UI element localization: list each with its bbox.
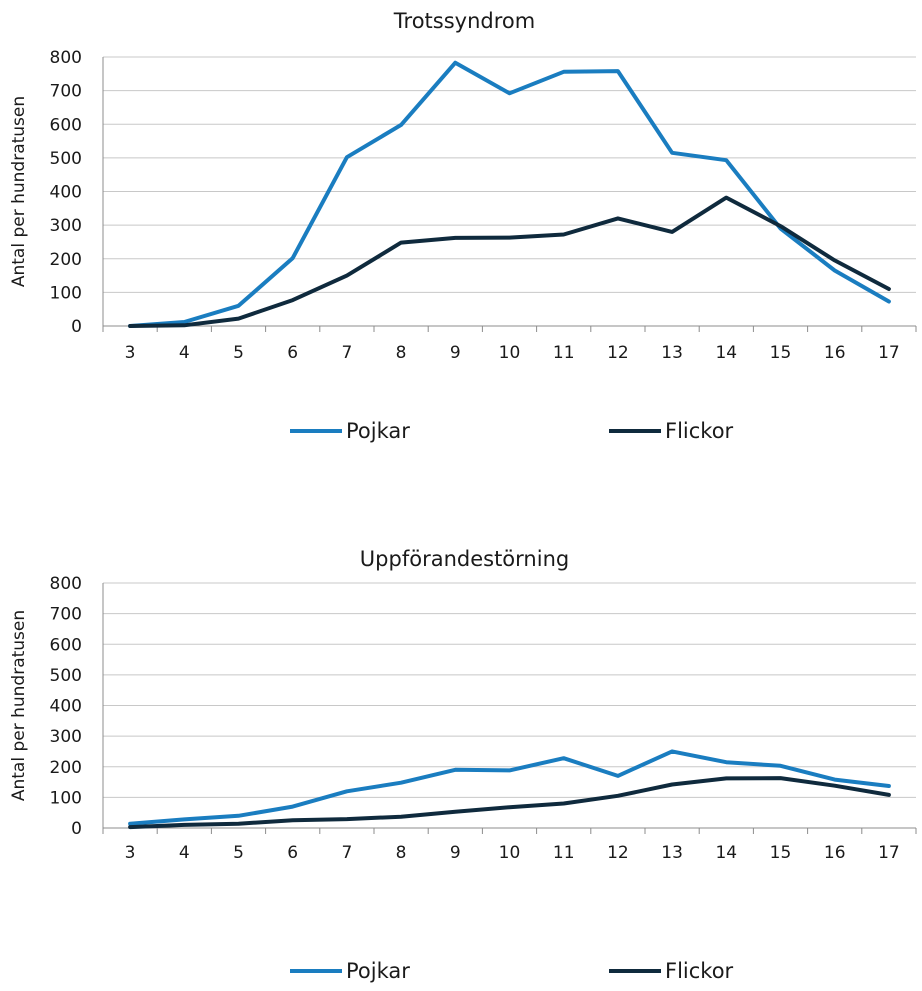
y-tick-label: 600 xyxy=(50,115,82,135)
x-tick-label: 8 xyxy=(396,343,407,363)
x-tick-label: 12 xyxy=(607,343,629,363)
y-tick-label: 300 xyxy=(50,216,82,236)
x-tick-label: 17 xyxy=(878,343,900,363)
y-tick-label: 800 xyxy=(50,48,82,68)
x-tick-label: 13 xyxy=(661,343,683,363)
chart-trotssyndrom: Trotssyndrom Antal per hundratusen 0 100 200… xyxy=(0,0,922,480)
x-tick-label: 17 xyxy=(878,843,900,863)
y-axis-label: Antal per hundratusen xyxy=(9,610,29,801)
x-tick-label: 8 xyxy=(396,843,407,863)
x-tick-label: 14 xyxy=(715,843,737,863)
y-tick-label: 200 xyxy=(50,758,82,778)
legend-label-pojkar: Pojkar xyxy=(346,419,410,443)
y-tick-label: 300 xyxy=(50,727,82,747)
chart-uppforandestorning: Uppförandestörning Antal per hundratusen 0… xyxy=(0,540,922,987)
y-tick-label: 0 xyxy=(71,819,82,839)
y-tick-label: 100 xyxy=(50,788,82,808)
x-tick-label: 16 xyxy=(824,843,846,863)
x-tick-label: 15 xyxy=(770,843,792,863)
legend-label-flickor: Flickor xyxy=(665,419,734,443)
series-line-flickor xyxy=(130,778,889,827)
chart-title: Trotssyndrom xyxy=(393,9,535,33)
y-axis-label: Antal per hundratusen xyxy=(9,96,29,287)
y-tick-label: 100 xyxy=(50,283,82,303)
x-tick-label: 6 xyxy=(287,843,298,863)
x-tick-label: 4 xyxy=(179,843,190,863)
y-tick-label: 600 xyxy=(50,635,82,655)
x-tick-label: 5 xyxy=(233,343,244,363)
x-tick-label: 13 xyxy=(661,843,683,863)
legend-label-flickor: Flickor xyxy=(665,959,734,983)
series-line-pojkar xyxy=(130,751,889,823)
y-tick-label: 700 xyxy=(50,605,82,625)
x-tick-label: 10 xyxy=(499,843,521,863)
chart-svg: Uppförandestörning Antal per hundratusen 0… xyxy=(0,540,922,987)
x-tick-label: 10 xyxy=(499,343,521,363)
x-tick-label: 12 xyxy=(607,843,629,863)
x-tick-label: 9 xyxy=(450,343,461,363)
series-line-flickor xyxy=(130,198,889,326)
legend-label-pojkar: Pojkar xyxy=(346,959,410,983)
x-tick-label: 7 xyxy=(341,843,352,863)
series-line-pojkar xyxy=(130,63,889,326)
y-tick-label: 400 xyxy=(50,697,82,717)
y-tick-label: 200 xyxy=(50,250,82,270)
y-tick-label: 800 xyxy=(50,574,82,594)
x-tick-label: 14 xyxy=(715,343,737,363)
y-tick-label: 700 xyxy=(50,82,82,102)
y-tick-label: 500 xyxy=(50,666,82,686)
y-tick-label: 500 xyxy=(50,149,82,169)
x-tick-label: 16 xyxy=(824,343,846,363)
x-tick-label: 11 xyxy=(553,843,575,863)
x-tick-label: 7 xyxy=(341,343,352,363)
y-tick-label: 400 xyxy=(50,183,82,203)
x-tick-label: 11 xyxy=(553,343,575,363)
chart-title: Uppförandestörning xyxy=(360,547,569,571)
x-tick-label: 5 xyxy=(233,843,244,863)
x-tick-label: 3 xyxy=(125,843,136,863)
y-tick-label: 0 xyxy=(71,317,82,337)
x-tick-label: 4 xyxy=(179,343,190,363)
chart-svg: Trotssyndrom Antal per hundratusen 0 100 200… xyxy=(0,0,922,480)
x-tick-label: 9 xyxy=(450,843,461,863)
x-tick-label: 15 xyxy=(770,343,792,363)
x-tick-label: 3 xyxy=(125,343,136,363)
x-tick-label: 6 xyxy=(287,343,298,363)
